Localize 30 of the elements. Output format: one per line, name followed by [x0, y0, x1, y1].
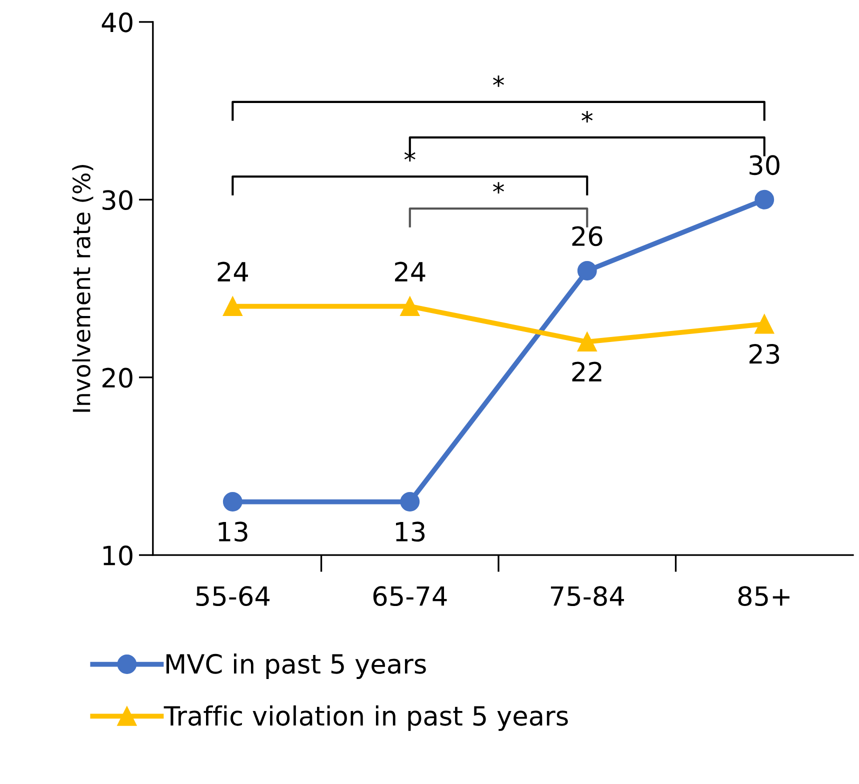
x-tick-label: 85+	[738, 586, 790, 606]
y-tick-label: 30	[102, 190, 132, 210]
y-tick-label: 20	[102, 368, 132, 388]
data-label: 23	[750, 344, 780, 364]
legend-label: MVC in past 5 years	[166, 653, 426, 679]
point	[222, 296, 242, 316]
x-tick-label: 55-64	[196, 586, 270, 606]
point	[577, 261, 597, 280]
y-axis-title: Involvement rate (%)	[72, 165, 94, 412]
x-tick-label: 75-84	[550, 586, 624, 606]
y-tick-label: 10	[103, 546, 132, 566]
data-label: 26	[572, 226, 602, 246]
data-label: 22	[572, 362, 602, 382]
point	[577, 332, 597, 352]
legend-label: Traffic violation in past 5 years	[164, 705, 568, 731]
point	[754, 190, 774, 210]
y-tick-label: 40	[102, 12, 132, 32]
data-label: 13	[396, 522, 425, 542]
x-tick-label: 65-74	[373, 586, 447, 606]
point	[754, 314, 774, 334]
data-label: 24	[395, 262, 426, 282]
annotation: *	[493, 76, 504, 87]
data-label: 13	[218, 522, 248, 542]
annotation: *	[493, 182, 504, 194]
point	[400, 492, 420, 512]
data-label: 30	[750, 155, 780, 176]
data-label: 24	[218, 262, 248, 282]
point	[400, 296, 420, 316]
annotation: *	[582, 111, 593, 122]
point	[222, 492, 242, 512]
